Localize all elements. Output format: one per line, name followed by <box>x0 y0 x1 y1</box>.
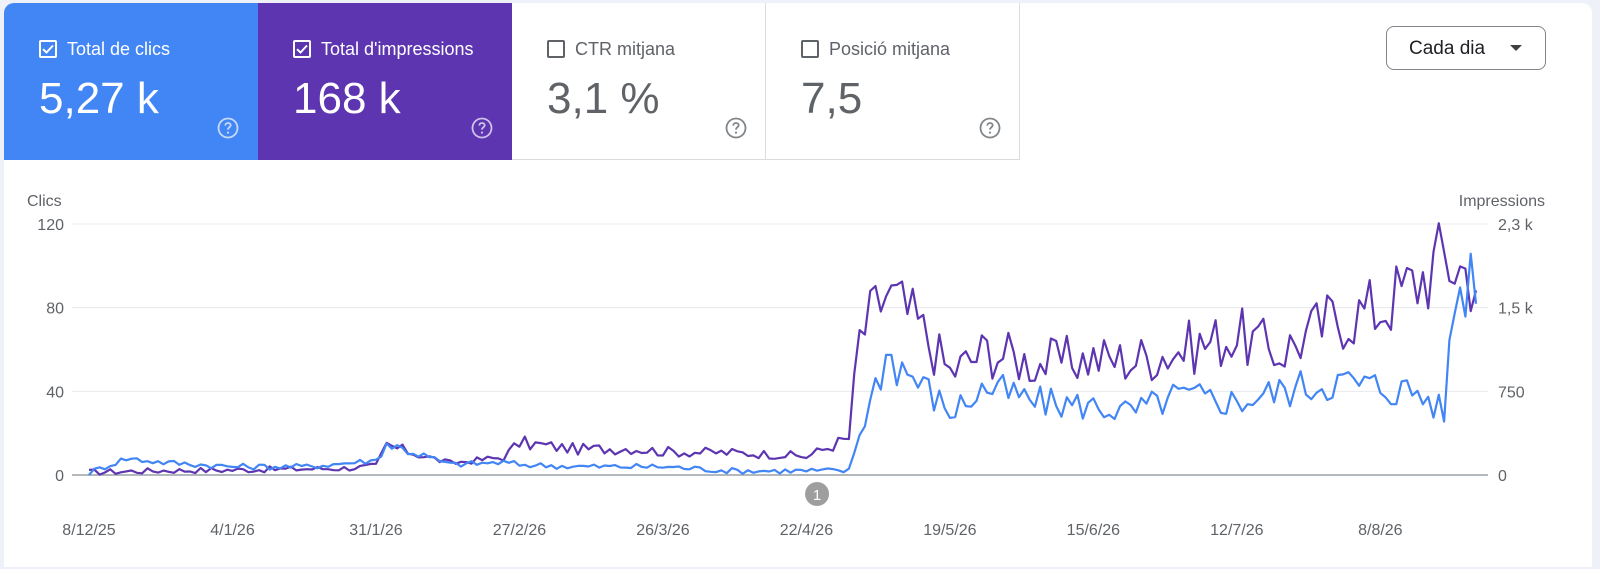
gridlines <box>72 223 1488 476</box>
x-tick-label: 8/8/26 <box>1358 522 1403 539</box>
help-icon[interactable] <box>725 117 747 139</box>
clicks-series-line <box>88 252 1478 476</box>
metric-card-ctr[interactable]: CTR mitjana 3,1 % <box>512 3 766 160</box>
metric-value: 168 k <box>293 74 401 123</box>
y-left-tick-label: 120 <box>37 217 64 234</box>
checkbox-checked-icon[interactable] <box>293 40 311 58</box>
performance-panel: Total de clics 5,27 k Total d'impression… <box>4 3 1592 567</box>
metric-card-clicks[interactable]: Total de clics 5,27 k <box>4 3 258 160</box>
help-icon[interactable] <box>217 117 239 139</box>
x-tick-label: 4/1/26 <box>210 522 255 539</box>
help-icon[interactable] <box>471 117 493 139</box>
y-left-ticks: 0 40 80 120 <box>37 217 64 485</box>
help-icon[interactable] <box>979 117 1001 139</box>
y-right-tick-label: 750 <box>1498 384 1525 401</box>
y-left-tick-label: 40 <box>46 384 64 401</box>
annotation-label: 1 <box>813 487 821 504</box>
x-tick-label: 27/2/26 <box>493 522 546 539</box>
x-tick-label: 12/7/26 <box>1210 522 1263 539</box>
granularity-dropdown[interactable]: Cada dia <box>1386 26 1546 70</box>
metric-cards: Total de clics 5,27 k Total d'impression… <box>4 3 1020 160</box>
impressions-series-line <box>88 222 1478 476</box>
x-tick-label: 15/6/26 <box>1067 522 1120 539</box>
metric-value: 5,27 k <box>39 74 159 123</box>
y-left-tick-label: 80 <box>46 301 64 318</box>
x-tick-label: 31/1/26 <box>349 522 402 539</box>
x-tick-label: 19/5/26 <box>923 522 976 539</box>
x-tick-label: 8/12/25 <box>62 522 115 539</box>
performance-chart: Clics Impressions 0 40 80 120 0 750 1,5 k 2,3 … <box>27 193 1545 539</box>
series-lines <box>88 222 1478 476</box>
annotations[interactable]: 1 <box>805 482 830 506</box>
checkbox-checked-icon[interactable] <box>39 40 57 58</box>
x-ticks: 8/12/25 4/1/26 31/1/26 27/2/26 26/3/26 22/4/2… <box>62 522 1402 539</box>
annotation-marker[interactable] <box>805 482 830 506</box>
dropdown-arrow-icon <box>1510 45 1522 51</box>
y-right-axis-title: Impressions <box>1459 193 1545 210</box>
metric-card-impressions[interactable]: Total d'impressions 168 k <box>258 3 512 160</box>
checkbox-unchecked-icon[interactable] <box>547 40 565 58</box>
metric-value: 7,5 <box>801 74 863 123</box>
checkbox-unchecked-icon[interactable] <box>801 40 819 58</box>
y-right-tick-label: 2,3 k <box>1498 217 1534 234</box>
y-right-tick-label: 0 <box>1498 468 1507 485</box>
y-right-tick-label: 1,5 k <box>1498 301 1534 318</box>
y-left-tick-label: 0 <box>55 468 64 485</box>
metric-value: 3,1 % <box>547 74 660 123</box>
y-left-axis-title: Clics <box>27 193 62 210</box>
metric-card-position[interactable]: Posició mitjana 7,5 <box>766 3 1020 160</box>
y-right-ticks: 0 750 1,5 k 2,3 k <box>1498 217 1534 485</box>
granularity-selected: Cada dia <box>1409 38 1486 59</box>
x-tick-label: 26/3/26 <box>636 522 689 539</box>
x-tick-label: 22/4/26 <box>780 522 833 539</box>
